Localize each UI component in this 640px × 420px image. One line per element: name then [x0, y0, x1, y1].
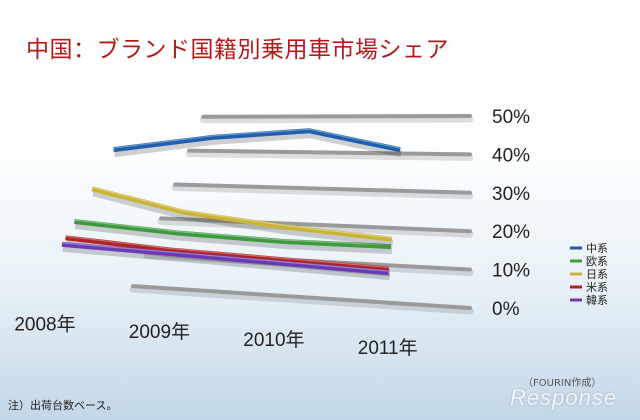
chart-title: 中国：ブランド国籍別乗用車市場シェア — [26, 37, 449, 63]
y-tick-label: 10% — [492, 261, 530, 282]
gridline-shadow — [129, 285, 474, 315]
series-line — [113, 128, 401, 153]
series-shadow — [75, 222, 393, 255]
x-category-label: 2011年 — [358, 337, 418, 359]
x-axis-categories: 2008年 2009年 2010年 2011年 — [14, 313, 417, 359]
legend-label: 日系 — [586, 268, 608, 281]
y-tick-label: 20% — [492, 222, 530, 243]
series-line — [91, 186, 392, 242]
series-shadow — [114, 131, 402, 158]
series-lines — [61, 128, 402, 281]
series-shadow — [62, 244, 390, 281]
gridline — [187, 148, 472, 157]
x-category-label: 2010年 — [243, 329, 304, 351]
gridline — [173, 182, 472, 195]
gridline-shadow — [185, 150, 474, 161]
series-line — [74, 219, 392, 250]
series-highlight — [113, 128, 401, 149]
legend-label: 中系 — [586, 242, 608, 255]
y-tick-label: 0% — [492, 299, 520, 320]
gridline — [201, 114, 472, 119]
series-line — [61, 241, 389, 276]
y-axis-ticks: 0% 10% 20% 30% 40% 50% — [492, 107, 530, 320]
series-highlight — [65, 235, 389, 269]
legend-label: 韓系 — [586, 294, 608, 307]
series-line — [65, 235, 390, 272]
series-shadow — [92, 189, 394, 247]
gridline-shadow — [199, 115, 474, 124]
source-credit: （FOURIN作成） — [523, 378, 602, 389]
y-tick-label: 50% — [492, 107, 530, 128]
legend-label: 欧系 — [586, 255, 608, 268]
y-tick-label: 40% — [492, 145, 530, 166]
y-tick-label: 30% — [492, 184, 530, 205]
series-highlight — [61, 242, 389, 272]
gridline-shadow — [171, 184, 474, 200]
response-watermark: Response — [510, 385, 618, 410]
gridline-shadow — [157, 217, 474, 238]
series-highlight — [74, 219, 392, 246]
gridline — [131, 284, 472, 310]
x-category-label: 2008年 — [14, 313, 75, 335]
series-highlight — [92, 186, 392, 239]
gridline — [159, 216, 472, 234]
footnote: 注）出荷台数ベース。 — [8, 399, 118, 412]
legend-label: 米系 — [586, 281, 608, 294]
x-category-label: 2009年 — [129, 321, 190, 343]
